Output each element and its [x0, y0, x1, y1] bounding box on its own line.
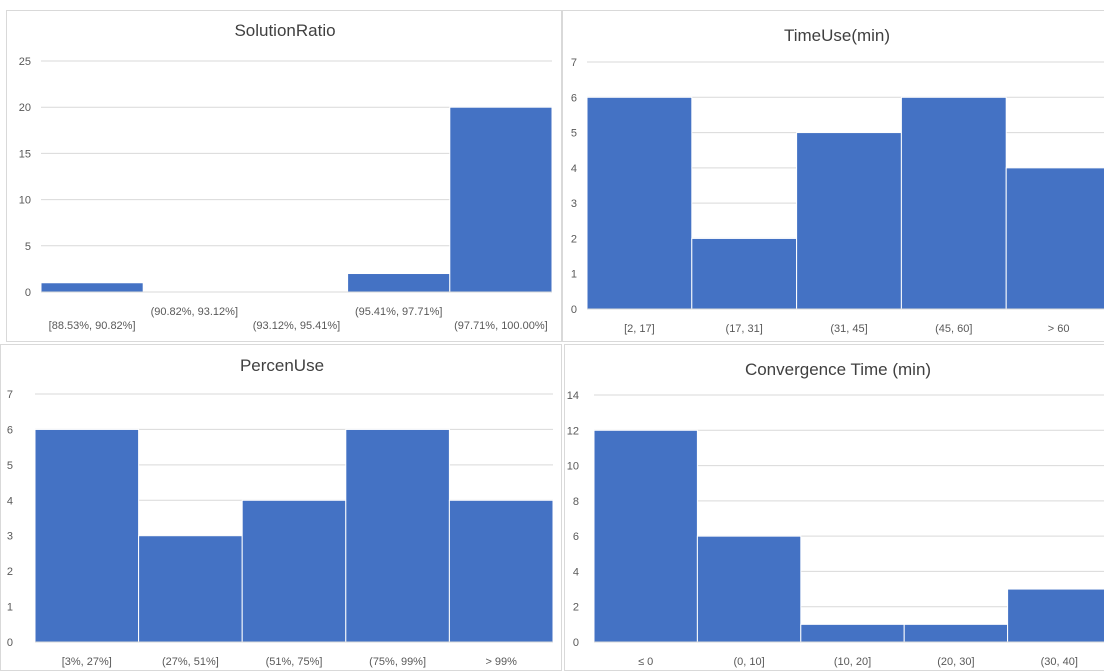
bar	[347, 273, 451, 293]
y-tick-label: 25	[19, 56, 31, 68]
chart-panel-percen-use: PercenUse 0 1 2 3 4 5 6 7 [3%, 27%] (27%, 51%] (51%…	[0, 344, 562, 671]
y-tick-label: 6	[7, 424, 13, 436]
chart-svg-time-use: TimeUse(min) 0 1 2 3 4 5 6 7 [2, 17] (17, 31] (31, …	[571, 26, 1104, 335]
x-category-label: (27%, 51%]	[162, 656, 219, 668]
y-tick-label: 4	[573, 566, 579, 578]
y-tick-label: 2	[573, 602, 579, 614]
y-tick-label: 3	[7, 531, 13, 543]
y-tick-label: 5	[25, 241, 31, 253]
y-tick-label: 2	[7, 566, 13, 578]
y-tick-label: 5	[571, 128, 577, 140]
chart-title: TimeUse(min)	[784, 26, 890, 45]
x-category-label: (97.71%, 100.00%]	[454, 320, 548, 332]
bar	[593, 429, 698, 643]
x-category-label: (10, 20]	[834, 656, 871, 668]
y-tick-label: 6	[571, 92, 577, 104]
bar	[138, 535, 243, 643]
y-tick-label: 8	[573, 496, 579, 508]
y-tick-label: 0	[7, 637, 13, 649]
y-tick-label: 10	[19, 195, 31, 207]
y-tick-label: 20	[19, 102, 31, 114]
bar	[900, 96, 1007, 310]
y-tick-label: 1	[571, 269, 577, 281]
x-category-label: > 60	[1048, 323, 1070, 335]
y-tick-label: 15	[19, 148, 31, 160]
bar	[796, 132, 902, 310]
x-category-label: > 99%	[485, 656, 517, 668]
bar	[448, 499, 554, 643]
bar	[345, 428, 450, 643]
y-tick-label: 0	[571, 304, 577, 316]
y-tick-label: 14	[567, 390, 579, 402]
chart-svg-solution-ratio: SolutionRatio 0 5 10 15 20 25 [88.53%, 90.82%] (…	[19, 21, 553, 332]
bar	[903, 623, 1009, 643]
bar	[449, 106, 553, 293]
y-tick-label: 3	[571, 198, 577, 210]
y-tick-label: 0	[573, 637, 579, 649]
y-tick-label: 2	[571, 233, 577, 245]
chart-panel-convergence-time: Convergence Time (min) 0 2 4 6 8 10 12 14 ≤ 0 (0, …	[564, 344, 1104, 671]
x-category-label: (75%, 99%]	[369, 656, 426, 668]
y-tick-label: 4	[571, 163, 577, 175]
x-category-label: (17, 31]	[726, 323, 763, 335]
y-tick-label: 6	[573, 531, 579, 543]
y-tick-label: 7	[571, 57, 577, 69]
y-tick-label: 1	[7, 602, 13, 614]
x-category-label: [2, 17]	[624, 323, 655, 335]
bar	[696, 535, 802, 643]
bar	[1005, 167, 1104, 310]
x-category-label: ≤ 0	[638, 656, 653, 668]
y-tick-label: 5	[7, 460, 13, 472]
bar	[691, 237, 798, 310]
chart-panel-solution-ratio: SolutionRatio 0 5 10 15 20 25 [88.53%, 90.82%] (…	[6, 10, 562, 342]
y-tick-label: 4	[7, 495, 13, 507]
y-tick-label: 10	[567, 461, 579, 473]
x-category-label: (90.82%, 93.12%]	[151, 306, 238, 318]
bar	[34, 428, 140, 643]
chart-svg-percen-use: PercenUse 0 1 2 3 4 5 6 7 [3%, 27%] (27%, 51%] (51%…	[7, 356, 554, 668]
chart-svg-convergence-time: Convergence Time (min) 0 2 4 6 8 10 12 14 ≤ 0 (0, …	[567, 360, 1104, 668]
y-tick-label: 7	[7, 389, 13, 401]
chart-panel-time-use: TimeUse(min) 0 1 2 3 4 5 6 7 [2, 17] (17, 31] (31, …	[562, 10, 1104, 342]
x-category-label: (95.41%, 97.71%]	[355, 306, 442, 318]
chart-title: SolutionRatio	[234, 21, 335, 40]
x-category-label: (45, 60]	[935, 323, 972, 335]
bar	[1007, 588, 1104, 643]
x-category-label: (30, 40]	[1041, 656, 1078, 668]
x-category-label: [88.53%, 90.82%]	[49, 320, 136, 332]
x-category-label: (31, 45]	[830, 323, 867, 335]
chart-title: Convergence Time (min)	[745, 360, 931, 379]
y-tick-label: 12	[567, 425, 579, 437]
x-category-label: (93.12%, 95.41%]	[253, 320, 340, 332]
bar	[40, 282, 144, 293]
chart-title: PercenUse	[240, 356, 324, 375]
bar	[586, 96, 693, 310]
bar	[800, 623, 905, 643]
x-category-label: (51%, 75%]	[266, 656, 323, 668]
bar	[241, 499, 347, 643]
x-category-label: [3%, 27%]	[62, 656, 112, 668]
x-category-label: (0, 10]	[734, 656, 765, 668]
y-tick-label: 0	[25, 287, 31, 299]
x-category-label: (20, 30]	[937, 656, 974, 668]
